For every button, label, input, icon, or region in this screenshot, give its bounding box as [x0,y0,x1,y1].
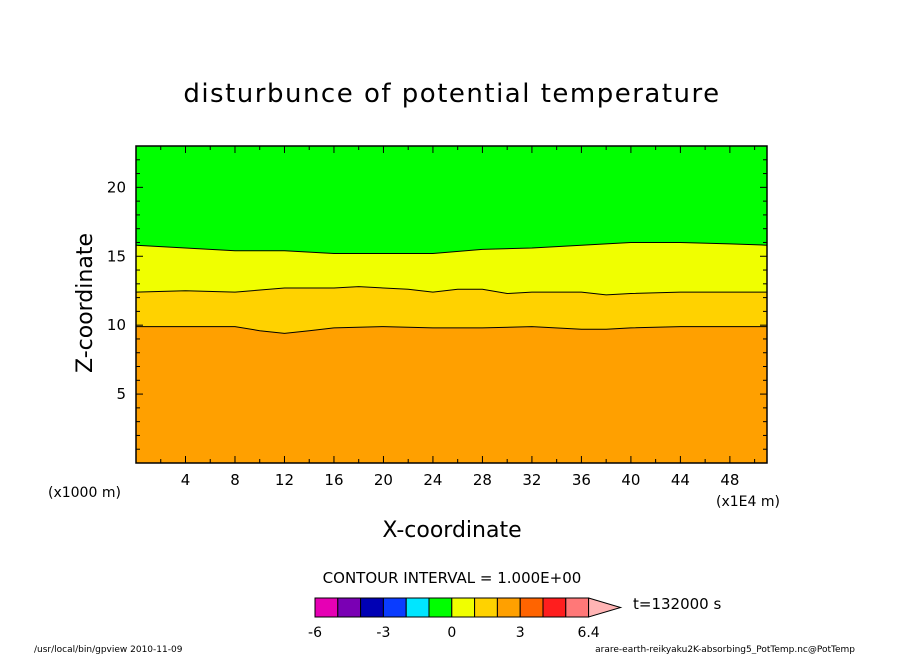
colorbar-swatch [337,597,362,618]
colorbar-swatch [565,597,590,618]
chart-title: disturbunce of potential temperature [183,79,720,109]
colorbar-tick-label: -6 [308,625,322,641]
x-tick-label: 32 [522,471,541,489]
colorbar-swatch [451,597,476,618]
contour-line-0 [135,242,768,254]
colorbar-tick-label: -3 [376,625,390,641]
x-tick-label: 16 [324,471,343,489]
colorbar-swatch [405,597,430,618]
x-tick-label: 8 [230,471,240,489]
contour-line-1 [135,286,767,296]
y-tick-labels: 5 10 15 20 [107,159,767,450]
colorbar-extension-triangle [588,597,623,618]
y-tick-label: 10 [107,316,126,334]
colorbar-swatch [360,597,384,618]
colorbar-tick-label: 6.4 [577,625,599,641]
colorbar-swatch [519,597,544,618]
colorbar-swatch [496,597,521,618]
x-axis-label: X-coordinate [382,518,521,543]
y-tick-label: 20 [107,178,126,196]
colorbar-tick-label: 0 [447,625,456,641]
contour-fill-2-to-3 [136,326,767,463]
contour-interval-label: CONTOUR INTERVAL = 1.000E+00 [323,569,582,587]
y-tick-label: 5 [116,385,126,403]
x-tick-label: 24 [423,471,442,489]
contour-line-2 [136,326,767,334]
x-tick-label: 28 [473,471,492,489]
x-tick-label: 36 [572,471,591,489]
plot-area [135,145,768,464]
colorbar-swatch [542,597,567,618]
colorbar-tick-label: 3 [516,625,525,641]
x-tick-label: 48 [720,471,739,489]
contour-fill-0-to-1 [136,242,767,295]
y-axis-label: Z-coordinate [73,233,98,373]
contour-fill--1-to-0 [136,146,767,254]
x-tick-label: 44 [671,471,690,489]
x-tick-label: 40 [621,471,640,489]
colorbar-swatch [382,597,407,618]
x-axis-unit-right: (x1E4 m) [716,494,780,510]
x-tick-label: 4 [181,471,191,489]
colorbar: -6 -3 0 3 6.4 [308,597,623,641]
x-tick-label: 20 [374,471,393,489]
plot-frame [135,145,768,464]
footer-right: arare-earth-reikyaku2K-absorbing5_PotTem… [595,645,855,654]
colorbar-swatch [314,597,339,618]
colorbar-swatch [474,597,498,618]
contour-fill-1-to-2 [136,286,767,334]
x-tick-label: 12 [275,471,294,489]
y-tick-label: 15 [107,247,126,265]
x-axis-unit-left: (x1000 m) [48,485,121,501]
time-label: t=132000 s [633,595,721,613]
footer-left: /usr/local/bin/gpview 2010-11-09 [34,645,183,654]
colorbar-swatch [428,597,453,618]
x-tick-labels: 4 8 12 16 20 24 28 32 36 40 44 48 [160,146,756,489]
